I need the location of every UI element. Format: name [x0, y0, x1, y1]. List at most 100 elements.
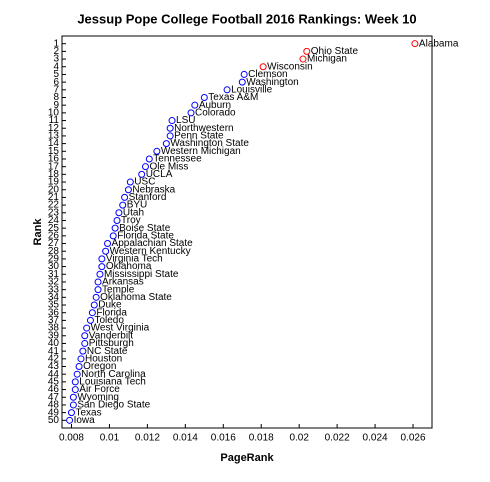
data-point	[166, 124, 174, 132]
point-label: Oregon	[83, 361, 116, 372]
y-tick-label: 15	[48, 146, 60, 157]
y-tick-label: 16	[48, 154, 60, 165]
y-tick-label: 42	[48, 353, 60, 364]
data-point	[88, 309, 96, 317]
point-label: Nebraska	[132, 184, 175, 195]
point-label: Wyoming	[77, 392, 119, 403]
data-point	[223, 86, 231, 94]
data-point	[71, 386, 79, 394]
data-point	[162, 140, 170, 148]
y-tick-label: 5	[53, 69, 59, 80]
y-tick-label: 18	[48, 169, 60, 180]
point-label: Ole Miss	[149, 161, 188, 172]
point-label: North Carolina	[81, 369, 146, 380]
data-point	[94, 278, 102, 286]
data-point	[141, 163, 149, 171]
y-tick-label: 41	[48, 346, 60, 357]
data-point	[67, 409, 75, 417]
point-label: Oklahoma	[106, 261, 152, 272]
y-tick-label: 46	[48, 384, 60, 395]
point-label: Stanford	[129, 192, 167, 203]
y-tick-label: 13	[48, 131, 60, 142]
x-tick-label: 0.02	[289, 433, 309, 444]
y-tick-label: 2	[53, 46, 59, 57]
point-label: Duke	[98, 300, 122, 311]
y-tick-label: 47	[48, 392, 60, 403]
data-point	[66, 416, 74, 424]
point-label: West Virginia	[91, 323, 150, 334]
point-label: Pittsburgh	[89, 338, 134, 349]
x-tick-label: 0.016	[211, 433, 236, 444]
y-tick-label: 36	[48, 307, 60, 318]
data-point	[113, 216, 121, 224]
y-tick-label: 25	[48, 223, 60, 234]
y-tick-label: 4	[53, 61, 59, 72]
data-point	[90, 301, 98, 309]
point-label: Michigan	[307, 54, 347, 65]
data-point	[145, 155, 153, 163]
data-point	[71, 378, 79, 386]
data-point	[96, 270, 104, 278]
point-label: Houston	[85, 353, 122, 364]
point-label: BYU	[127, 200, 148, 211]
y-tick-label: 8	[53, 92, 59, 103]
data-point	[200, 93, 208, 101]
data-point	[102, 247, 110, 255]
y-tick-label: 39	[48, 330, 60, 341]
y-tick-label: 24	[48, 215, 60, 226]
y-tick-label: 28	[48, 246, 60, 257]
y-tick-label: 12	[48, 123, 60, 134]
point-label: UCLA	[146, 169, 173, 180]
point-label: Colorado	[195, 108, 236, 119]
point-label: San Diego State	[77, 400, 150, 411]
point-label: USC	[134, 177, 155, 188]
point-label: Tennessee	[153, 154, 202, 165]
x-tick-label: 0.018	[249, 433, 274, 444]
point-label: Florida	[96, 307, 127, 318]
x-tick-label: 0.008	[59, 433, 84, 444]
data-point	[104, 240, 112, 248]
y-tick-label: 17	[48, 161, 60, 172]
point-label: Temple	[102, 284, 135, 295]
y-tick-label: 6	[53, 77, 59, 88]
y-tick-label: 31	[48, 269, 60, 280]
data-point	[69, 401, 77, 409]
point-label: Toledo	[94, 315, 124, 326]
y-tick-label: 26	[48, 230, 60, 241]
point-label: Penn State	[174, 131, 224, 142]
data-point	[94, 286, 102, 294]
point-label: NC State	[87, 346, 128, 357]
point-label: Louisiana Tech	[79, 377, 146, 388]
point-label: Washington State	[170, 138, 249, 149]
point-label: Ohio State	[311, 46, 359, 57]
point-label: Florida State	[117, 230, 174, 241]
data-point	[109, 232, 117, 240]
x-tick-label: 0.026	[401, 433, 426, 444]
point-label: Auburn	[199, 100, 231, 111]
point-label: Oklahoma State	[100, 292, 172, 303]
point-label: Alabama	[419, 38, 459, 49]
y-tick-label: 48	[48, 400, 60, 411]
data-point	[86, 316, 94, 324]
point-label: Louisville	[231, 84, 273, 95]
point-label: Texas	[75, 407, 101, 418]
y-tick-label: 3	[53, 54, 59, 65]
y-tick-label: 50	[48, 415, 60, 426]
data-point	[83, 324, 91, 332]
data-point	[79, 347, 87, 355]
x-tick-label: 0.01	[100, 433, 120, 444]
data-point	[81, 332, 89, 340]
y-tick-label: 14	[48, 138, 60, 149]
point-label: Clemson	[248, 69, 287, 80]
data-point	[303, 47, 311, 55]
y-tick-label: 45	[48, 377, 60, 388]
data-point	[411, 40, 419, 48]
y-tick-label: 9	[53, 100, 59, 111]
data-point	[166, 132, 174, 140]
point-label: Arkansas	[102, 277, 144, 288]
data-point	[138, 170, 146, 178]
point-label: Air Force	[79, 384, 120, 395]
data-point	[81, 339, 89, 347]
data-point	[168, 117, 176, 125]
